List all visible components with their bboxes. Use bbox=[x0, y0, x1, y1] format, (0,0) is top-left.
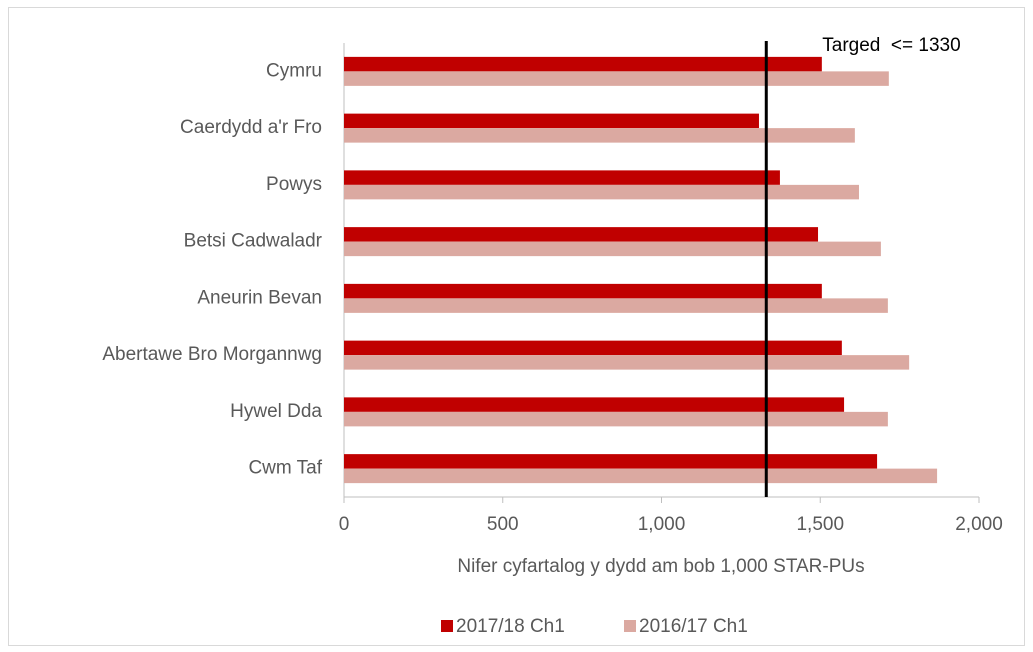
bar bbox=[344, 397, 845, 412]
y-tick-label: Powys bbox=[266, 174, 322, 195]
y-tick-label: Betsi Cadwaladr bbox=[184, 231, 323, 252]
x-tick-label: 2,000 bbox=[955, 514, 1003, 535]
bar bbox=[344, 71, 889, 86]
bar bbox=[344, 227, 819, 242]
bar bbox=[344, 128, 855, 143]
x-tick-label: 1,000 bbox=[638, 514, 686, 535]
legend-swatch bbox=[624, 620, 636, 632]
bar bbox=[344, 340, 842, 356]
bar bbox=[344, 283, 822, 299]
bar bbox=[344, 298, 888, 313]
bar bbox=[344, 184, 859, 200]
x-tick-label: 0 bbox=[339, 514, 350, 535]
y-tick-label: Cwm Taf bbox=[248, 458, 322, 479]
bar bbox=[344, 454, 878, 469]
legend-label: 2016/17 Ch1 bbox=[639, 616, 748, 637]
x-axis-label: Nifer cyfartalog y dydd am bob 1,000 STA… bbox=[457, 556, 864, 577]
bar bbox=[344, 355, 910, 370]
y-tick-label: Abertawe Bro Morgannwg bbox=[102, 344, 322, 365]
y-tick-label: Cymru bbox=[266, 60, 322, 81]
chart-border bbox=[8, 7, 1025, 646]
x-tick-label: 1,500 bbox=[796, 514, 844, 535]
bar bbox=[344, 241, 881, 257]
legend-swatch bbox=[441, 620, 453, 632]
y-tick-label: Aneurin Bevan bbox=[197, 287, 322, 308]
bar bbox=[344, 170, 780, 185]
target-label: Targed <= 1330 bbox=[822, 35, 960, 56]
legend-label: 2017/18 Ch1 bbox=[456, 616, 565, 637]
bar bbox=[344, 468, 938, 484]
bar bbox=[344, 411, 888, 427]
x-tick-label: 500 bbox=[487, 514, 519, 535]
bar bbox=[344, 56, 822, 72]
y-tick-label: Caerdydd a'r Fro bbox=[180, 117, 322, 138]
y-tick-label: Hywel Dda bbox=[230, 401, 322, 422]
bar bbox=[344, 113, 759, 129]
